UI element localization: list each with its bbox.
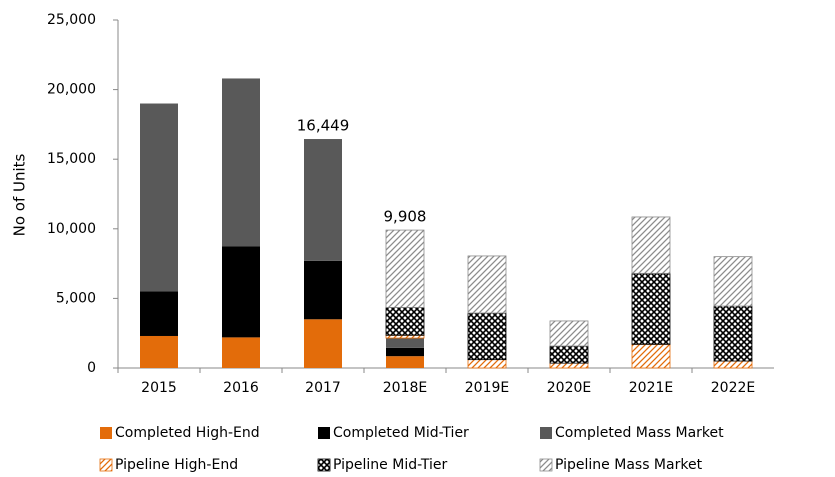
bar-segment (222, 246, 260, 338)
total-label: 16,449 (297, 117, 350, 135)
legend-swatch (540, 427, 552, 439)
bar-segment (549, 320, 589, 347)
bar-segment (467, 312, 507, 361)
bar-segment (549, 362, 589, 369)
bar-segment (467, 359, 507, 369)
bar-segment (631, 216, 671, 274)
bar-segment (713, 360, 753, 369)
legend-swatch (100, 427, 112, 439)
x-tick-label: 2018E (383, 380, 427, 396)
bar-segment (385, 229, 425, 308)
legend-swatch (317, 458, 331, 472)
bar-segment (713, 256, 753, 307)
total-label: 9,908 (384, 208, 427, 226)
legend-swatch (539, 458, 553, 472)
bar-segment (140, 291, 178, 336)
bar-segment (467, 255, 507, 314)
bar-segment (304, 319, 342, 368)
bar-segment (140, 103, 178, 292)
legend-swatch (99, 458, 113, 472)
x-tick-label: 2020E (547, 380, 591, 396)
bar-segment (304, 139, 342, 261)
y-tick-label: 5,000 (56, 290, 96, 306)
x-tick-label: 2017 (305, 380, 341, 396)
bar-segment (222, 337, 260, 368)
y-tick-label: 10,000 (47, 221, 96, 237)
legend-label: Completed Mass Market (555, 425, 724, 441)
y-tick-label: 20,000 (47, 82, 96, 98)
legend-label: Pipeline Mass Market (555, 457, 703, 473)
y-tick-label: 15,000 (47, 151, 96, 167)
legend-label: Completed High-End (115, 425, 260, 441)
legend-label: Completed Mid-Tier (333, 425, 469, 441)
bar-segment (304, 260, 342, 320)
bar-segment (222, 78, 260, 247)
bar-segment (549, 345, 589, 364)
bar-segment (713, 305, 753, 362)
x-tick-label: 2022E (711, 380, 755, 396)
bar-segment (140, 335, 178, 368)
bar-segment (385, 307, 425, 336)
y-axis-title: No of Units (11, 153, 29, 236)
bar-segment (386, 347, 424, 357)
x-tick-label: 2021E (629, 380, 673, 396)
legend-swatch (318, 427, 330, 439)
bar-segment (386, 356, 424, 368)
legend-label: Pipeline High-End (115, 457, 238, 473)
x-tick-label: 2015 (141, 380, 177, 396)
bar-segment (385, 334, 425, 339)
legend-label: Pipeline Mid-Tier (333, 457, 447, 473)
y-tick-label: 0 (87, 360, 96, 376)
y-tick-label: 25,000 (47, 12, 96, 28)
x-tick-label: 2016 (223, 380, 259, 396)
bar-segment (631, 272, 671, 345)
bar-segment (631, 343, 671, 369)
bar-segment (386, 338, 424, 348)
x-tick-label: 2019E (465, 380, 509, 396)
